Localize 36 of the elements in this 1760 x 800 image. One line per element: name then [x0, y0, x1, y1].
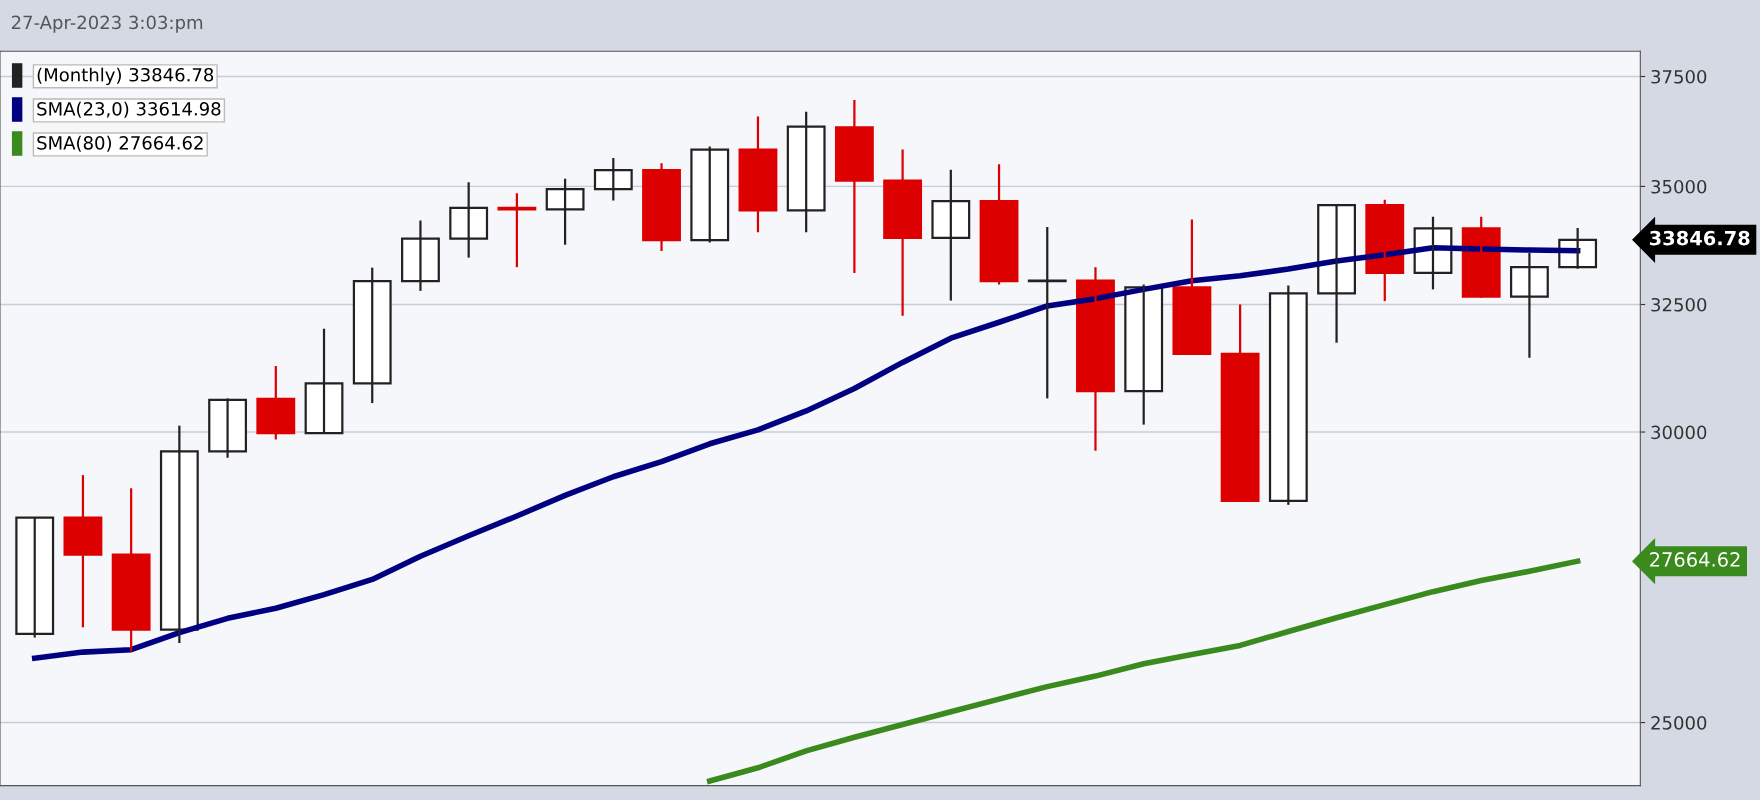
candlestick	[690, 145, 730, 244]
candlestick	[15, 516, 55, 639]
candlestick	[63, 474, 103, 629]
candlestick	[979, 163, 1019, 286]
y-tick-label: 30000	[1651, 425, 1707, 440]
candlestick	[256, 364, 296, 441]
text: 27-Apr-2023 3:03:pm	[11, 15, 203, 33]
text: 27664.62	[1650, 552, 1740, 567]
candlestick	[593, 156, 633, 202]
candlestick	[738, 115, 778, 234]
candlestick	[352, 266, 392, 405]
candlestick	[786, 110, 826, 234]
candlestick	[1268, 284, 1308, 506]
legend-label: SMA(23,0) 33614.98	[37, 101, 221, 118]
candlestick	[208, 397, 248, 459]
y-tick-label: 25000	[1651, 716, 1707, 730]
candlestick	[1220, 303, 1260, 503]
candlestick	[642, 162, 681, 253]
text: 33846.78	[1649, 230, 1750, 246]
candlestick	[401, 219, 440, 292]
candlestick	[159, 424, 199, 645]
legend-label: (Monthly) 33846.78	[37, 67, 214, 86]
y-tick-label: 32500	[1651, 297, 1707, 312]
candlestick	[545, 177, 585, 246]
candlestick	[1124, 283, 1164, 426]
candlestick	[304, 327, 344, 435]
candlestick	[1509, 251, 1549, 359]
candlestick	[1172, 218, 1212, 355]
y-tick-label: 35000	[1651, 179, 1707, 194]
candlestick	[883, 148, 923, 317]
legend-label: SMA(80) 27664.62	[37, 135, 203, 152]
candlestick	[449, 181, 489, 259]
candlestick	[931, 168, 971, 302]
candlestick	[111, 487, 151, 653]
y-tick-label: 37500	[1651, 69, 1707, 84]
candlestick	[834, 98, 874, 275]
